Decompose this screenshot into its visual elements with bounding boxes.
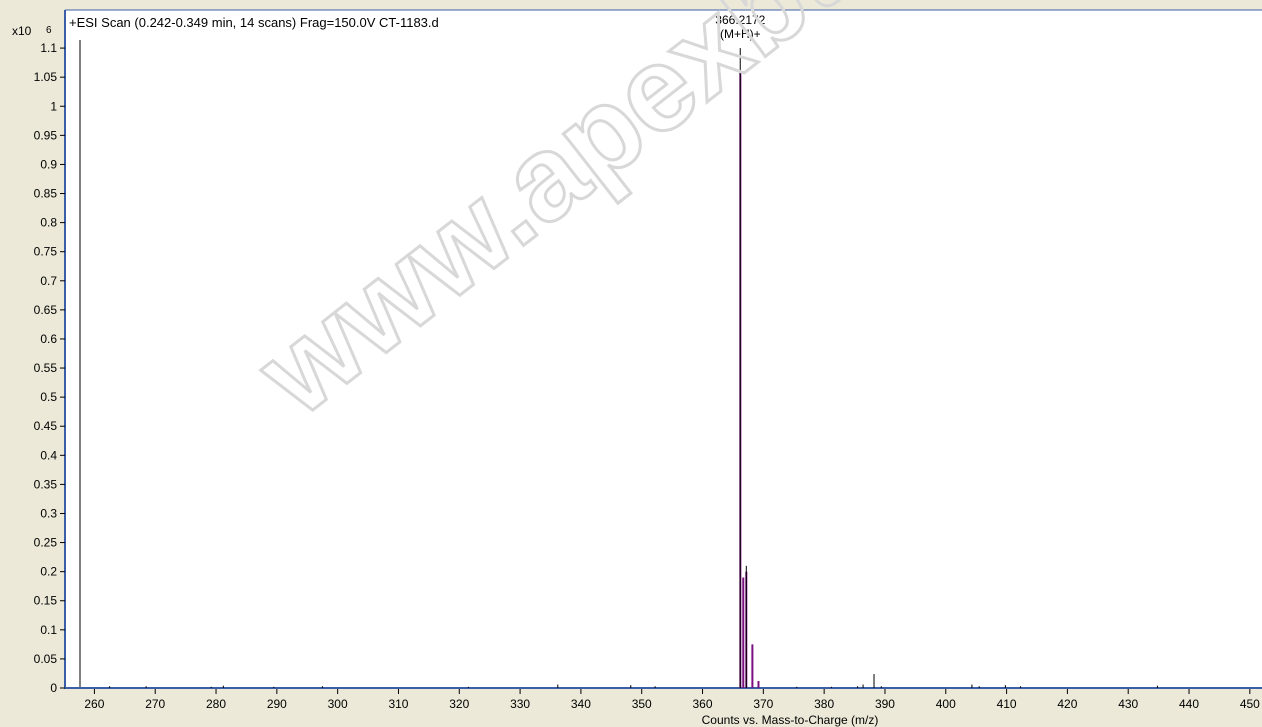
y-tick-label: 0.95 <box>34 128 58 142</box>
y-tick-label: 0.6 <box>40 332 57 346</box>
x-tick-label: 270 <box>145 697 165 711</box>
x-tick-label: 430 <box>1118 697 1138 711</box>
x-tick-label: 330 <box>510 697 530 711</box>
x-tick-label: 420 <box>1057 697 1077 711</box>
y-tick-label: 0 <box>50 681 57 695</box>
y-tick-label: 0.4 <box>40 448 57 462</box>
y-axis-ticks: 0 0.05 0.1 0.15 0.2 0.25 0.3 0.35 0.4 0.45 0.5 0.55… <box>34 41 65 695</box>
y-tick-label: 1.05 <box>34 70 58 84</box>
x-tick-label: 290 <box>267 697 287 711</box>
x-tick-label: 280 <box>206 697 226 711</box>
y-tick-label: 1.1 <box>40 41 57 55</box>
y-tick-label: 0.65 <box>34 303 58 317</box>
x-tick-label: 390 <box>875 697 895 711</box>
chart-title: +ESI Scan (0.242-0.349 min, 14 scans) Fr… <box>69 15 439 30</box>
peak-annotation-label: 366.2172 <box>715 13 765 27</box>
x-tick-label: 440 <box>1179 697 1199 711</box>
y-tick-label: 0.7 <box>40 274 57 288</box>
x-tick-label: 260 <box>84 697 104 711</box>
y-multiplier-label: x10 <box>12 24 32 38</box>
x-tick-label: 350 <box>632 697 652 711</box>
x-tick-label: 360 <box>693 697 713 711</box>
x-tick-label: 320 <box>449 697 469 711</box>
y-tick-label: 0.05 <box>34 652 58 666</box>
y-tick-label: 0.75 <box>34 245 58 259</box>
y-tick-label: 0.25 <box>34 536 58 550</box>
y-tick-label: 0.2 <box>40 565 57 579</box>
y-tick-label: 0.15 <box>34 594 58 608</box>
y-tick-label: 0.85 <box>34 187 58 201</box>
y-tick-label: 0.9 <box>40 157 57 171</box>
peak-annotations: 366.2172(M+H)+ <box>715 13 765 41</box>
y-tick-label: 0.5 <box>40 390 57 404</box>
y-tick-label: 0.1 <box>40 623 57 637</box>
x-axis-ticks: 260 270 280 290 300 310 320 330 340 350 360 370 380 3… <box>84 689 1260 711</box>
y-exponent-label: 6 <box>46 25 52 36</box>
x-tick-label: 310 <box>388 697 408 711</box>
x-tick-label: 410 <box>997 697 1017 711</box>
x-tick-label: 400 <box>936 697 956 711</box>
x-tick-label: 380 <box>814 697 834 711</box>
y-tick-label: 0.55 <box>34 361 58 375</box>
x-tick-label: 340 <box>571 697 591 711</box>
x-tick-label: 450 <box>1240 697 1260 711</box>
x-tick-label: 370 <box>753 697 773 711</box>
x-tick-label: 300 <box>328 697 348 711</box>
y-tick-label: 0.3 <box>40 506 57 520</box>
y-tick-label: 0.45 <box>34 419 58 433</box>
spectrum-peaks <box>109 48 1158 688</box>
y-tick-label: 0.8 <box>40 216 57 230</box>
x-axis-label: Counts vs. Mass-to-Charge (m/z) <box>702 713 879 727</box>
y-tick-label: 0.35 <box>34 477 58 491</box>
y-tick-label: 1 <box>50 99 57 113</box>
plot-area <box>65 10 1262 687</box>
peak-annotation-label: (M+H)+ <box>720 27 761 41</box>
